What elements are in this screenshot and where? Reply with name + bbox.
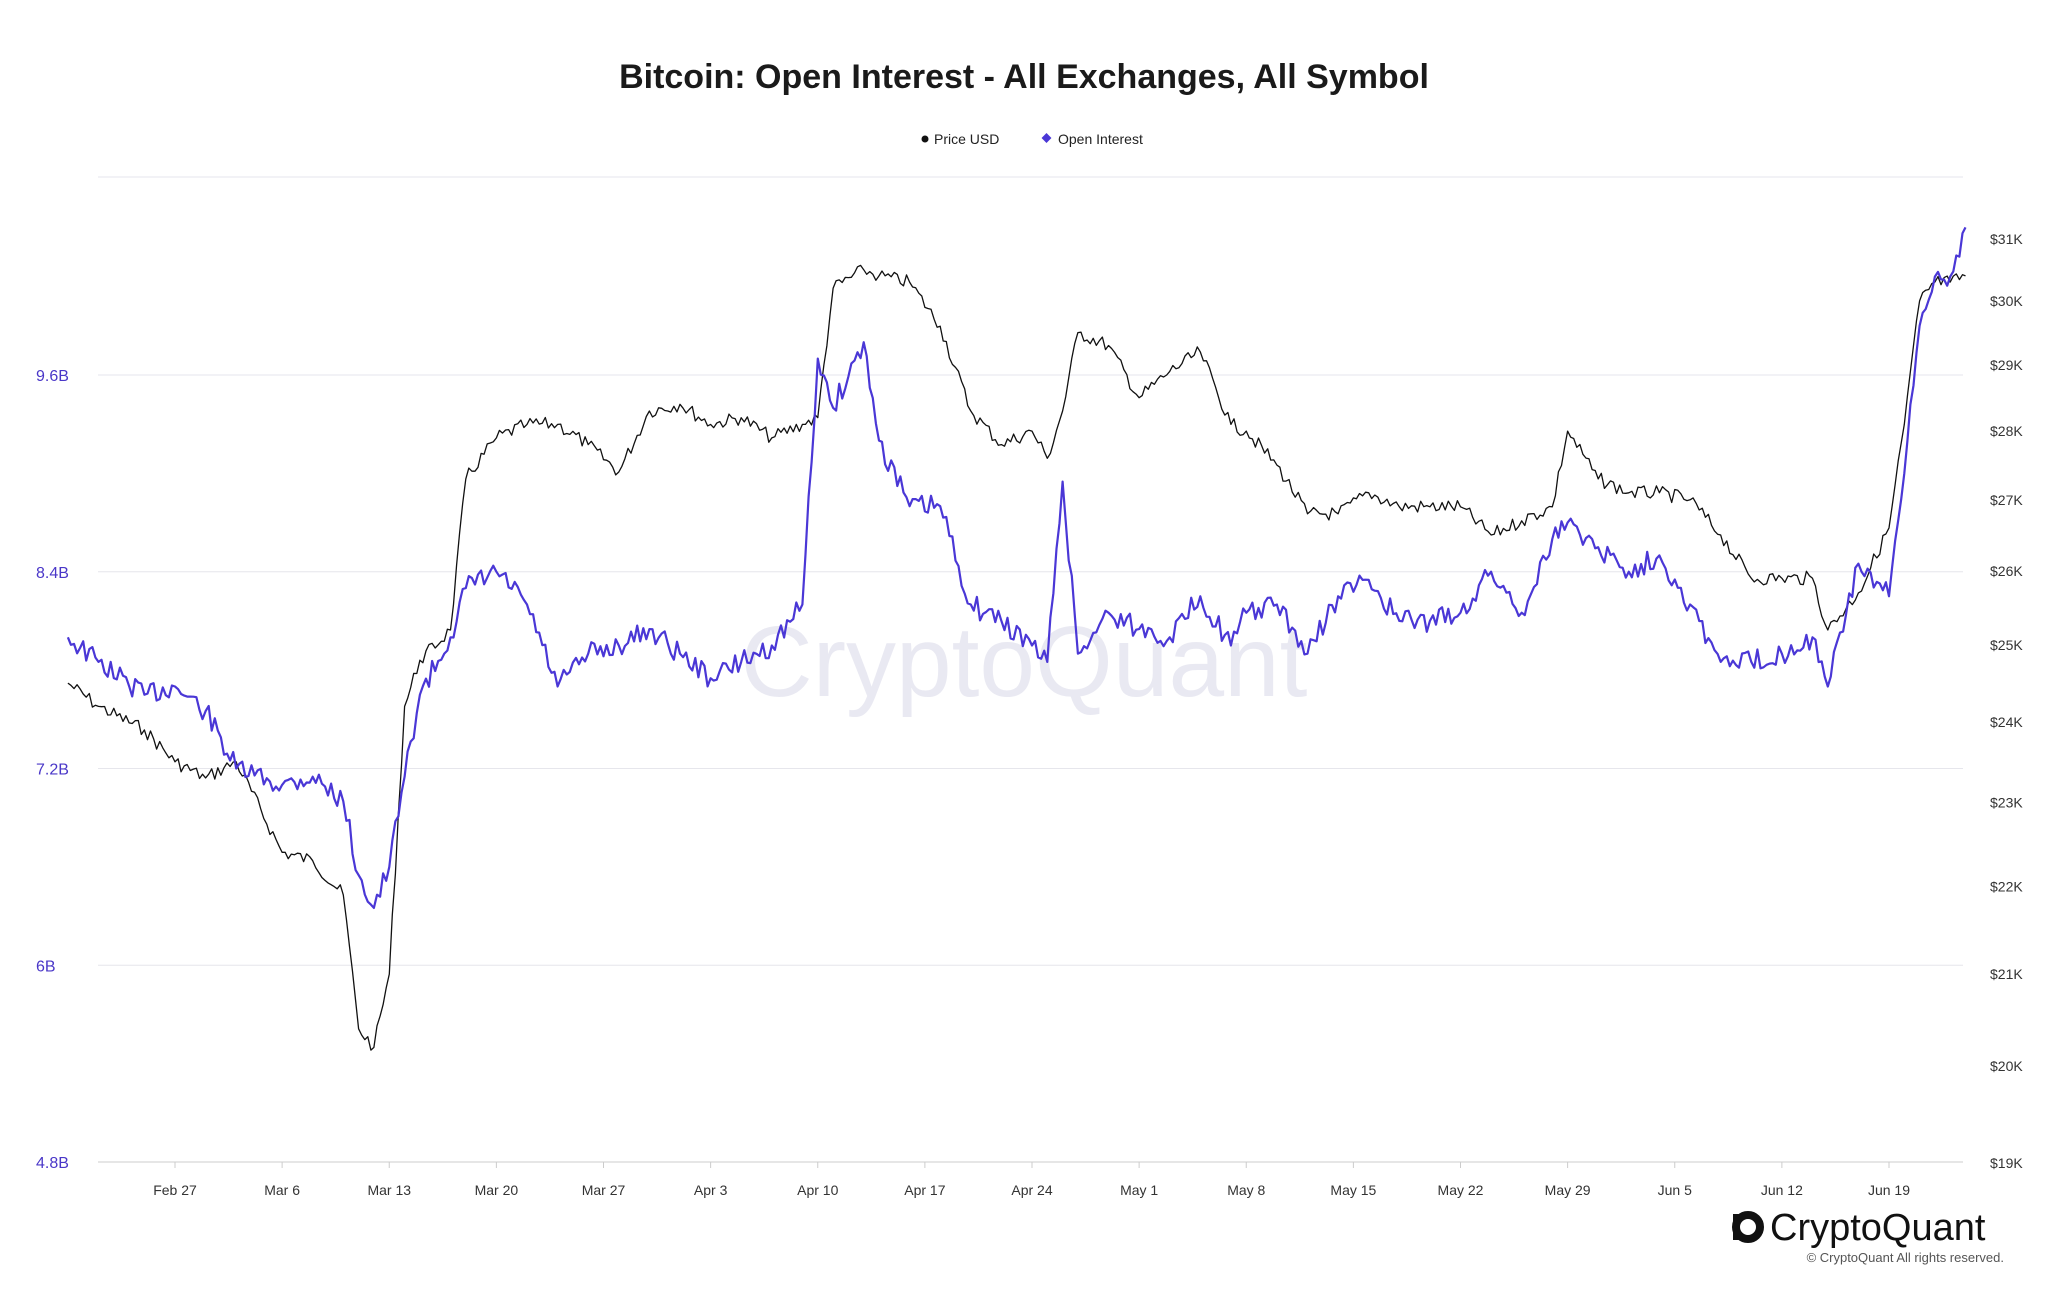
right-tick-label: $20K bbox=[1990, 1058, 2023, 1074]
x-tick-label: May 15 bbox=[1330, 1182, 1376, 1198]
brand-logo-icon bbox=[1732, 1211, 1764, 1243]
right-tick-label: $19K bbox=[1990, 1155, 2023, 1171]
legend: Price USD Open Interest bbox=[921, 131, 1143, 147]
right-tick-label: $27K bbox=[1990, 492, 2023, 508]
x-tick-label: Apr 10 bbox=[797, 1182, 838, 1198]
grid bbox=[98, 176, 1963, 1163]
chart-title: Bitcoin: Open Interest - All Exchanges, … bbox=[619, 58, 1429, 96]
x-axis: Feb 27 Mar 6 Mar 13 Mar 20 Mar 27 Apr 3 Apr 10… bbox=[153, 1162, 1910, 1198]
left-tick-label: 7.2B bbox=[36, 762, 69, 779]
x-tick-label: May 1 bbox=[1120, 1182, 1158, 1198]
brand-logo: CryptoQuant bbox=[1732, 1207, 1986, 1249]
right-tick-label: $25K bbox=[1990, 637, 2023, 653]
right-tick-label: $26K bbox=[1990, 563, 2023, 579]
x-tick-label: Jun 19 bbox=[1868, 1182, 1910, 1198]
legend-price-label[interactable]: Price USD bbox=[934, 131, 999, 147]
legend-price-marker bbox=[921, 135, 929, 143]
left-tick-label: 8.4B bbox=[36, 565, 69, 582]
left-tick-label: 9.6B bbox=[36, 368, 69, 385]
open-interest-line bbox=[66, 226, 1967, 910]
x-tick-label: Apr 3 bbox=[694, 1182, 728, 1198]
left-tick-label: 6B bbox=[36, 958, 56, 975]
x-tick-label: Apr 24 bbox=[1011, 1182, 1052, 1198]
x-tick-label: May 29 bbox=[1545, 1182, 1591, 1198]
right-tick-label: $31K bbox=[1990, 231, 2023, 247]
x-tick-label: Mar 27 bbox=[582, 1182, 626, 1198]
x-tick-label: May 8 bbox=[1227, 1182, 1265, 1198]
left-axis: 9.6B 8.4B 7.2B 6B 4.8B bbox=[36, 368, 69, 1172]
right-tick-label: $23K bbox=[1990, 794, 2023, 810]
x-tick-label: Mar 6 bbox=[264, 1182, 300, 1198]
right-tick-label: $22K bbox=[1990, 878, 2023, 894]
legend-oi-label[interactable]: Open Interest bbox=[1058, 131, 1143, 147]
right-tick-label: $21K bbox=[1990, 966, 2023, 982]
brand-name: CryptoQuant bbox=[1770, 1207, 1986, 1249]
right-tick-label: $30K bbox=[1990, 293, 2023, 309]
right-axis: $31K $30K $29K $28K $27K $26K $25K $24K $23K $22K… bbox=[1990, 231, 2023, 1171]
price-usd-line bbox=[67, 264, 1966, 1051]
plot-lines bbox=[66, 226, 1967, 1051]
left-tick-label: 4.8B bbox=[36, 1155, 69, 1172]
x-tick-label: Feb 27 bbox=[153, 1182, 197, 1198]
right-tick-label: $24K bbox=[1990, 714, 2023, 730]
copyright-text: © CryptoQuant All rights reserved. bbox=[1807, 1250, 2004, 1265]
x-tick-label: Mar 13 bbox=[367, 1182, 411, 1198]
right-tick-label: $29K bbox=[1990, 357, 2023, 373]
watermark: CryptoQuant bbox=[741, 606, 1308, 718]
x-tick-label: Jun 5 bbox=[1658, 1182, 1692, 1198]
x-tick-label: Jun 12 bbox=[1761, 1182, 1803, 1198]
x-tick-label: Mar 20 bbox=[475, 1182, 519, 1198]
right-tick-label: $28K bbox=[1990, 423, 2023, 439]
x-tick-label: Apr 17 bbox=[904, 1182, 945, 1198]
x-tick-label: May 22 bbox=[1438, 1182, 1484, 1198]
legend-oi-marker bbox=[1041, 133, 1052, 143]
